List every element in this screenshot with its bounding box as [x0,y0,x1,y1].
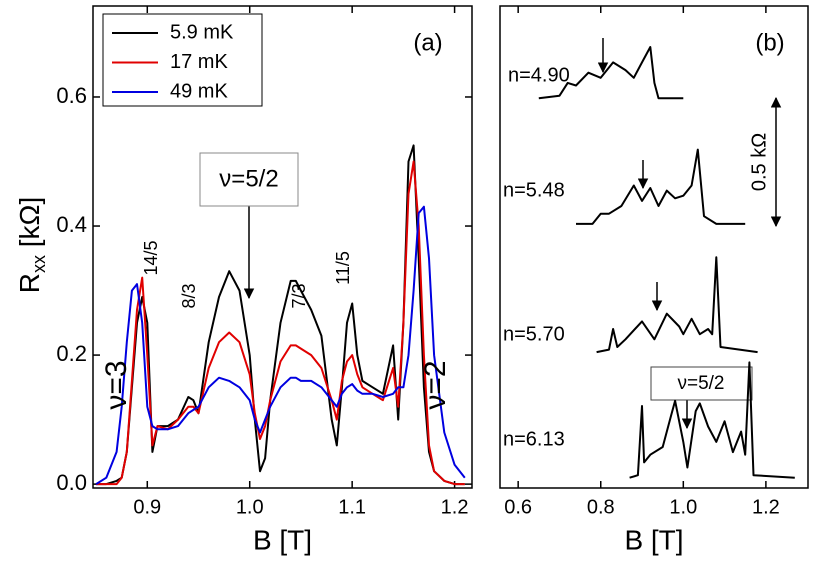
plot-frame [92,5,473,489]
trace-label: n=6.13 [503,428,565,450]
y-label-main: R [14,273,45,293]
y-tick-label: 0.0 [56,470,87,495]
trace-label: n=5.48 [503,179,565,201]
annotation: (b) [755,29,784,56]
data-line [95,205,466,485]
y-label-sub: xx [29,255,49,273]
x-tick-label: 0.8 [587,496,615,518]
annotation: ν=5/2 [677,373,724,394]
x-axis-label: B [T] [253,524,312,555]
y-axis-label: Rxx [kΩ] [14,197,48,294]
legend-label: 49 mK [170,80,228,102]
data-line [629,361,795,479]
data-line [596,256,758,354]
data-line [576,148,746,225]
y-tick-label: 0.6 [56,83,87,108]
y-tick-label: 0.4 [56,212,87,237]
annotation: ν=2 [419,360,452,409]
annotation: (a) [413,29,442,56]
annotation: ν=5/2 [219,165,278,192]
x-tick-label: 1.2 [752,496,780,518]
x-tick-label: 1.2 [441,496,469,518]
legend-box [102,13,263,107]
annotation: 8/3 [179,283,199,308]
annotation: 14/5 [141,240,161,275]
trace-label: n=4.90 [508,64,570,86]
annotation: ν=3 [100,360,133,409]
legend-label: 17 mK [170,51,228,73]
annotation: 7/3 [289,283,309,308]
x-tick-label: 0.9 [133,496,161,518]
x-tick-label: 0.6 [504,496,532,518]
legend-label: 5.9 mK [170,21,234,43]
data-line [538,46,684,100]
annotation-box [199,152,299,207]
data-line [96,160,465,486]
trace-label: n=5.70 [503,323,565,345]
x-axis-label: B [T] [624,524,683,555]
x-tick-label: 1.0 [236,496,264,518]
plot-frame [499,5,809,489]
x-tick-label: 1.0 [669,496,697,518]
annotation: 11/5 [333,251,353,285]
annotation: 0.5 kΩ [748,133,770,191]
y-label-unit: [kΩ] [14,197,45,255]
x-tick-label: 1.1 [338,496,366,518]
y-tick-label: 0.2 [56,341,87,366]
annotation-box [650,366,753,401]
